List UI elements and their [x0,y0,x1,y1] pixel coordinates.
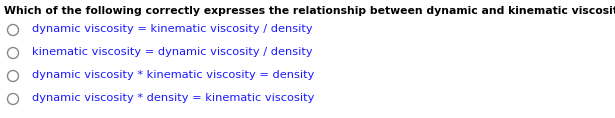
Text: dynamic viscosity = kinematic viscosity / density: dynamic viscosity = kinematic viscosity … [32,24,312,34]
Text: Which of the following correctly expresses the relationship between dynamic and : Which of the following correctly express… [4,6,615,16]
Text: kinematic viscosity = dynamic viscosity / density: kinematic viscosity = dynamic viscosity … [32,47,312,57]
Text: dynamic viscosity * kinematic viscosity = density: dynamic viscosity * kinematic viscosity … [32,70,314,80]
Text: dynamic viscosity * density = kinematic viscosity: dynamic viscosity * density = kinematic … [32,93,314,103]
